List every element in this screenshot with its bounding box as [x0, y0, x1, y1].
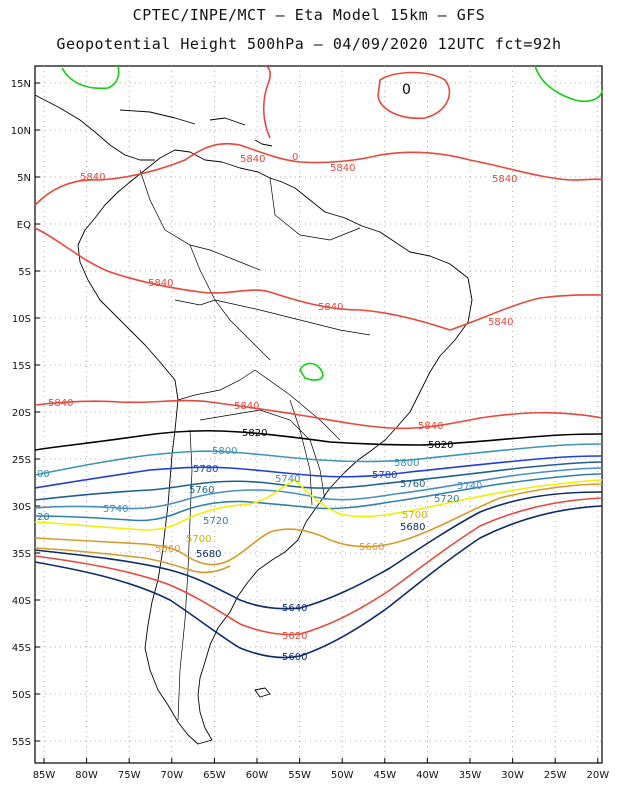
label-5740-c: 5740 [457, 481, 482, 492]
label-5760-b: 5760 [400, 479, 425, 490]
country-borders [139, 169, 371, 721]
contour-5620 [34, 497, 603, 636]
label-5720-a: 5720 [203, 516, 228, 527]
contour-5680 [34, 483, 603, 566]
label-20: 20 [37, 512, 50, 523]
label-5840-a: 5840 [240, 154, 265, 165]
contour-5800 [34, 443, 603, 476]
label-5660-b: 5660 [359, 542, 384, 553]
label-5720-b: 5720 [434, 494, 459, 505]
lon-label: 50W [331, 770, 354, 781]
label-5760-a: 5760 [189, 485, 214, 496]
map-title: CPTEC/INPE/MCT – Eta Model 15km – GFS [132, 6, 486, 24]
label-5820: 5820 [242, 428, 267, 439]
label-5660-a: 5660 [155, 544, 180, 555]
contour-labels: 5840 0 5840 5840 5840 0 5840 5840 5840 5… [37, 82, 517, 663]
contour-5660 [34, 547, 231, 574]
label-5680-b: 5680 [400, 522, 425, 533]
label-5840-j: 5840 [418, 421, 443, 432]
label-5800-b: 5800 [394, 458, 419, 469]
caribbean-islands [119, 109, 273, 147]
lat-label: 55S [12, 737, 31, 748]
contour-5780 [34, 455, 603, 489]
lat-label: 15S [12, 361, 31, 372]
lat-label: 45S [12, 643, 31, 654]
lon-label: 35W [459, 770, 482, 781]
lon-label: 70W [160, 770, 183, 781]
label-5840-h: 5840 [48, 398, 73, 409]
lat-label: 20S [12, 408, 31, 419]
lat-label: 5S [18, 267, 31, 278]
coastlines [34, 94, 473, 745]
lon-label: 55W [288, 770, 311, 781]
lat-label: 10N [11, 126, 31, 137]
contour-5760 [34, 461, 603, 501]
contour-5840-north [34, 142, 603, 206]
lat-label: 10S [12, 314, 31, 325]
label-5840-b: 5840 [330, 163, 355, 174]
contour-5880-inner [299, 362, 324, 381]
label-0-b: 0 [402, 82, 411, 98]
label-5820-b: 5820 [428, 440, 453, 451]
lon-label: 80W [75, 770, 98, 781]
lat-label: 15N [11, 79, 31, 90]
lon-label: 30W [501, 770, 524, 781]
contour-5820 [34, 430, 603, 451]
lat-label: 25S [12, 455, 31, 466]
label-5740-b: 5740 [103, 504, 128, 515]
lon-label: 85W [33, 770, 56, 781]
lon-label: 45W [373, 770, 396, 781]
lat-label: 35S [12, 549, 31, 560]
contour-5880-nw [61, 65, 120, 90]
falklands [254, 687, 271, 698]
axis-ticks: 15N 10N 5N EQ 5S 10S 15S 20S 25S 30S 35S 40S 45S 50S 5… [11, 79, 609, 781]
map-subtitle: Geopotential Height 500hPa – 04/09/2020 … [56, 35, 562, 53]
label-5700-b: 5700 [402, 510, 427, 521]
label-5780-b: 5780 [372, 470, 397, 481]
contour-5740 [34, 467, 603, 510]
contour-5640 [34, 491, 603, 610]
label-5840-c: 5840 [80, 172, 105, 183]
lat-label: EQ [17, 220, 31, 231]
lon-label: 25W [544, 770, 567, 781]
label-5840-f: 5840 [318, 302, 343, 313]
label-5740-a: 5740 [275, 474, 300, 485]
label-5620: 5620 [282, 631, 307, 642]
lon-label: 20W [586, 770, 609, 781]
label-5800-a: 5800 [212, 446, 237, 457]
lon-label: 40W [416, 770, 439, 781]
contour-5880-ne [534, 65, 603, 103]
label-5680-a: 5680 [196, 549, 221, 560]
contour-5840-equatorial [34, 227, 603, 331]
label-5840-i: 5840 [234, 401, 259, 412]
graticule [35, 66, 602, 763]
contour-5840-cell [377, 71, 451, 120]
contour-5700 [34, 479, 603, 531]
lon-label: 60W [246, 770, 269, 781]
contour-5600 [34, 505, 603, 659]
lon-label: 65W [203, 770, 226, 781]
contour-5720 [34, 473, 603, 522]
label-5840-g: 5840 [488, 317, 513, 328]
lat-label: 50S [12, 690, 31, 701]
label-5700-a: 5700 [186, 534, 211, 545]
contour-5840-south [34, 399, 603, 430]
label-5840-e: 5840 [148, 278, 173, 289]
contour-5840-north-hook [262, 65, 271, 139]
label-5780-a: 5780 [193, 464, 218, 475]
label-0-a: 0 [292, 152, 298, 163]
label-5840-d: 5840 [492, 174, 517, 185]
label-5600: 5600 [282, 652, 307, 663]
height-contours [34, 65, 603, 659]
label-5640: 5640 [282, 603, 307, 614]
south-america-coast [77, 149, 473, 745]
lat-label: 30S [12, 502, 31, 513]
central-america [34, 94, 155, 161]
lat-label: 5N [17, 173, 31, 184]
label-00: 00 [37, 469, 50, 480]
lon-label: 75W [118, 770, 141, 781]
lat-label: 40S [12, 596, 31, 607]
